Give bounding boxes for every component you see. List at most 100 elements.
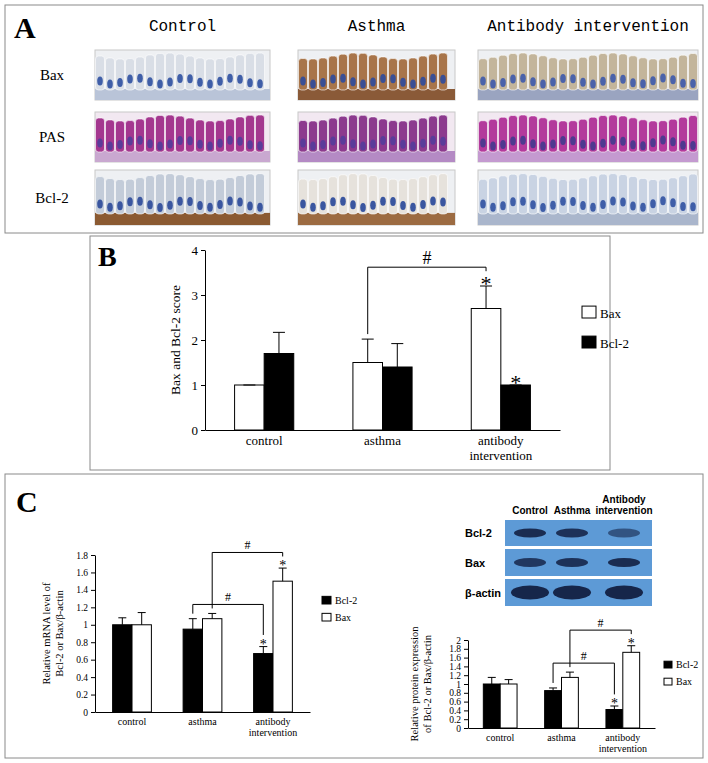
western-blot: ControlAsthmaAntibodyinterventionBcl-2Ba… xyxy=(465,494,653,606)
micrograph-cell xyxy=(529,174,538,214)
micrograph-cell xyxy=(659,121,668,152)
y-axis: 00.20.40.60.811.21.41.61.8 xyxy=(76,551,95,718)
legend-swatch xyxy=(322,613,331,621)
micrograph-cell xyxy=(196,179,205,214)
micrograph-nucleus xyxy=(227,136,233,145)
micrograph-stroma xyxy=(478,151,698,162)
micrograph-cell xyxy=(579,119,588,152)
micrograph-cell xyxy=(339,116,348,152)
micrograph-nucleus xyxy=(127,197,133,206)
tick-label: 0.4 xyxy=(76,673,88,683)
micrograph-bg xyxy=(478,170,698,225)
bar xyxy=(203,619,222,712)
micrograph-cell xyxy=(549,58,558,90)
tick: control xyxy=(118,712,147,727)
micrograph-cell xyxy=(206,121,215,152)
micrograph-nucleus xyxy=(660,136,666,145)
micrograph-nucleus xyxy=(590,79,596,88)
comparison-bracket xyxy=(212,552,282,608)
comparison-bracket xyxy=(553,663,614,694)
micrograph-nucleus xyxy=(690,79,696,88)
micrograph-cell xyxy=(339,54,348,90)
micrograph-cell xyxy=(669,57,678,90)
micrograph-nucleus xyxy=(480,200,486,209)
tick: 0.8 xyxy=(76,638,95,648)
micrograph-nucleus xyxy=(117,140,123,149)
micrograph-cell xyxy=(399,180,408,214)
micrograph-cell xyxy=(409,120,418,152)
micrograph-cell xyxy=(349,115,358,152)
micrograph-nucleus xyxy=(380,74,386,83)
tick: 1.4 xyxy=(76,585,95,595)
tick-label: 1.4 xyxy=(76,585,88,595)
micrograph-cell xyxy=(589,55,598,90)
micrograph-nucleus xyxy=(107,79,113,88)
micrograph-stroma xyxy=(298,151,455,162)
x-axis: controlasthmaantibodyintervention xyxy=(96,712,311,738)
tick-mark xyxy=(201,250,205,251)
micrograph-cell xyxy=(689,115,698,152)
micrograph-cell xyxy=(569,179,578,214)
tick-label: 0.8 xyxy=(449,688,461,698)
micrograph-nucleus xyxy=(570,74,576,83)
blot-band xyxy=(553,586,591,600)
micrograph-cell xyxy=(329,118,338,152)
micrograph-cell xyxy=(519,53,528,90)
micrograph-nucleus xyxy=(310,203,316,212)
tick-label: 2 xyxy=(456,636,461,646)
micrograph-cell xyxy=(166,174,175,214)
micrograph-nucleus xyxy=(360,79,366,88)
micrograph-cell xyxy=(106,179,115,214)
micrograph-cell xyxy=(96,56,105,90)
micrograph-cell xyxy=(439,115,448,152)
tick: 0.6 xyxy=(449,697,468,707)
micrograph-nucleus xyxy=(420,200,426,209)
row-label: PAS xyxy=(39,129,65,145)
tick: 1.4 xyxy=(449,662,468,672)
comparison-label: # xyxy=(598,616,604,630)
micrograph-nucleus xyxy=(630,78,636,87)
tick-mark xyxy=(91,625,95,626)
x-axis: controlasthmaantibodyintervention xyxy=(469,728,656,754)
figure-root: ABCControlAsthmaAntibody interventionBax… xyxy=(0,0,708,763)
x-axis: controlasthmaantibodyintervention xyxy=(206,430,561,463)
panel-letter: A xyxy=(14,11,36,44)
tick-label: control xyxy=(486,732,515,743)
micrograph-nucleus xyxy=(670,75,676,84)
micrograph-nucleus xyxy=(247,202,253,211)
legend-swatch xyxy=(664,678,672,685)
micrograph-nucleus xyxy=(117,78,123,87)
micrograph-nucleus xyxy=(510,197,516,206)
micrograph-nucleus xyxy=(560,197,566,206)
micrograph-nucleus xyxy=(360,203,366,212)
micrograph-cell xyxy=(216,179,225,214)
tick-label: 1.6 xyxy=(449,653,461,663)
micrograph-cell xyxy=(499,176,508,214)
tick: 0.4 xyxy=(76,673,95,683)
tick-mark xyxy=(464,675,468,676)
micrograph-nucleus xyxy=(650,76,656,85)
micrograph-nucleus xyxy=(207,79,213,88)
micrograph-nucleus xyxy=(320,78,326,87)
micrograph-nucleus xyxy=(430,136,436,145)
micrograph xyxy=(298,170,455,225)
micrograph-nucleus xyxy=(650,138,656,147)
micrograph-nucleus xyxy=(390,197,396,206)
bar xyxy=(500,684,517,728)
micrograph-nucleus xyxy=(490,203,496,212)
micrograph-cell xyxy=(679,117,688,152)
tick-label: control xyxy=(246,433,283,448)
micrograph xyxy=(298,112,455,162)
micrograph-bg xyxy=(95,170,270,225)
tick: 0.6 xyxy=(76,655,95,665)
micrograph-nucleus xyxy=(147,200,153,209)
micrograph-stroma xyxy=(298,89,455,100)
tick-label: 1 xyxy=(456,680,461,690)
micrograph-cell xyxy=(519,174,528,214)
micrograph-nucleus xyxy=(137,74,143,83)
legend: Bcl-2Bax xyxy=(322,595,357,623)
micrograph-cell xyxy=(619,175,628,214)
micrograph-nucleus xyxy=(157,141,163,150)
micrograph-nucleus xyxy=(370,77,376,86)
micrograph-cell xyxy=(176,175,185,214)
